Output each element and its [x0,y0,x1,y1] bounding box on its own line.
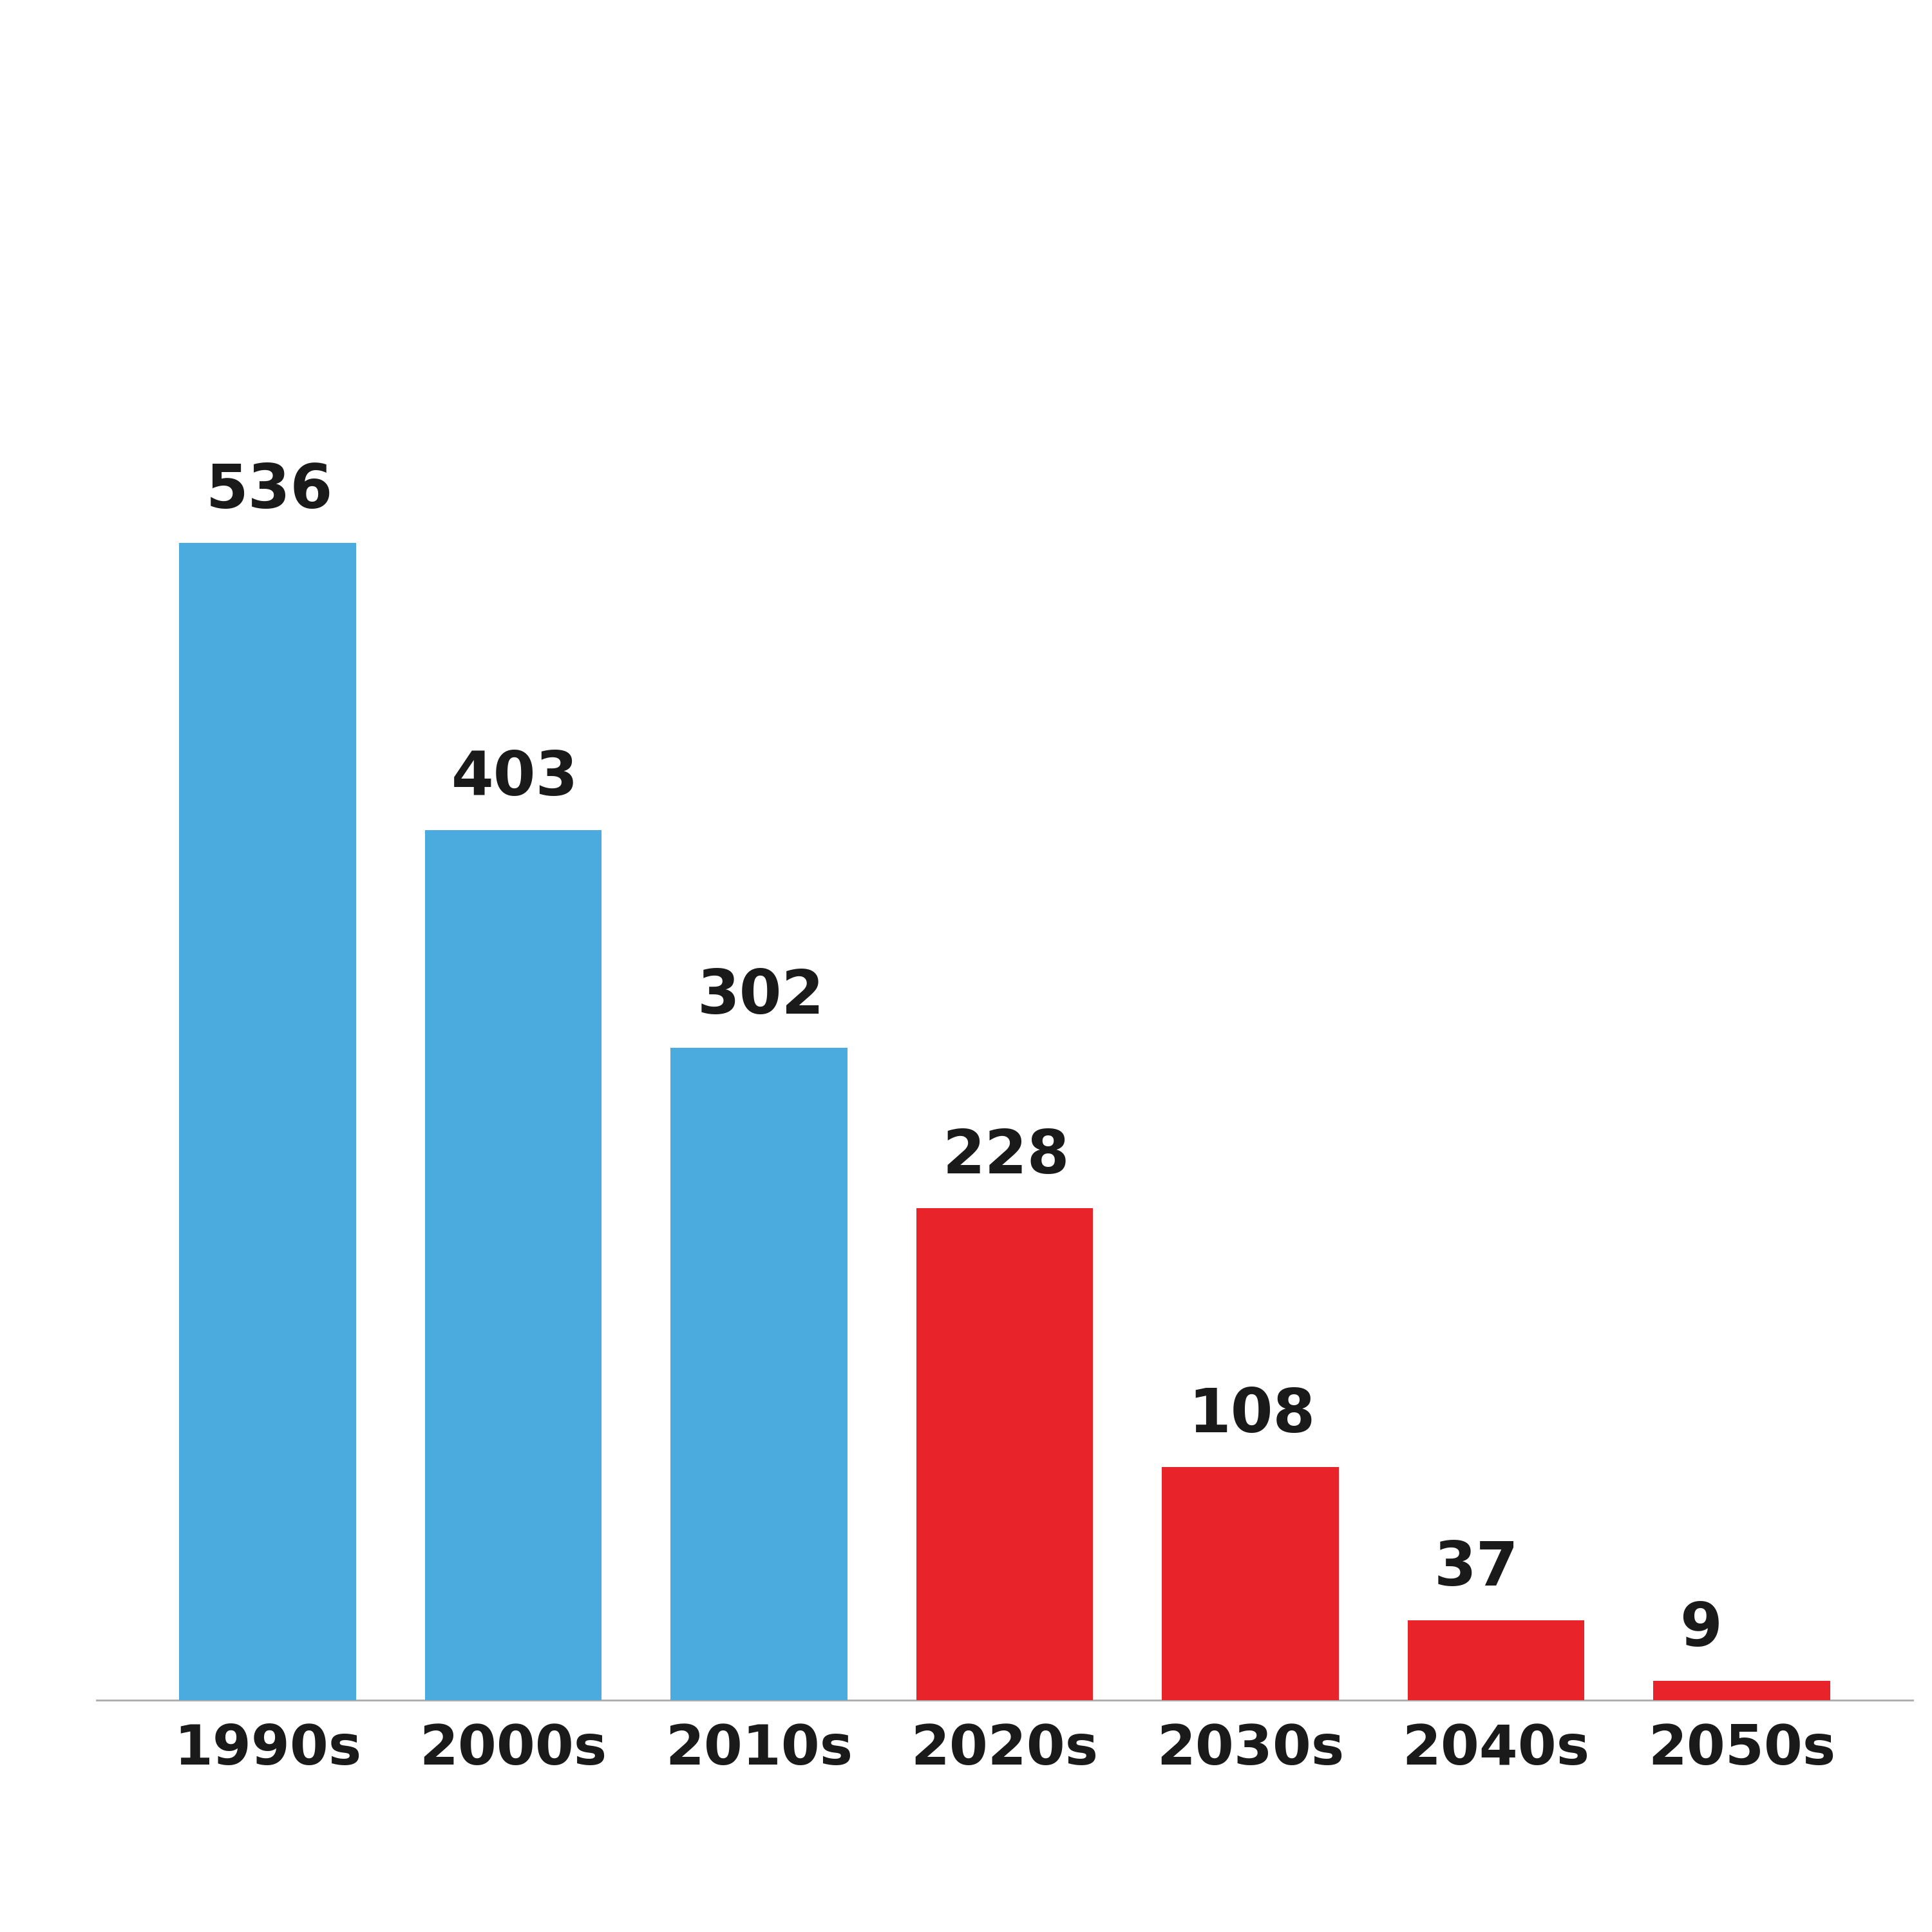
Text: 108: 108 [1188,1385,1316,1445]
Bar [1654,1681,1830,1700]
Bar [670,1047,848,1700]
Text: 37: 37 [1434,1540,1519,1598]
Text: 302: 302 [697,968,825,1026]
Bar [1161,1466,1339,1700]
Bar [425,831,601,1700]
Text: 228: 228 [943,1126,1070,1186]
Text: 403: 403 [452,750,578,808]
Bar [916,1208,1094,1700]
Bar [1408,1621,1584,1700]
Text: 536: 536 [205,462,332,522]
Text: 9: 9 [1679,1600,1721,1660]
Bar [180,543,355,1700]
